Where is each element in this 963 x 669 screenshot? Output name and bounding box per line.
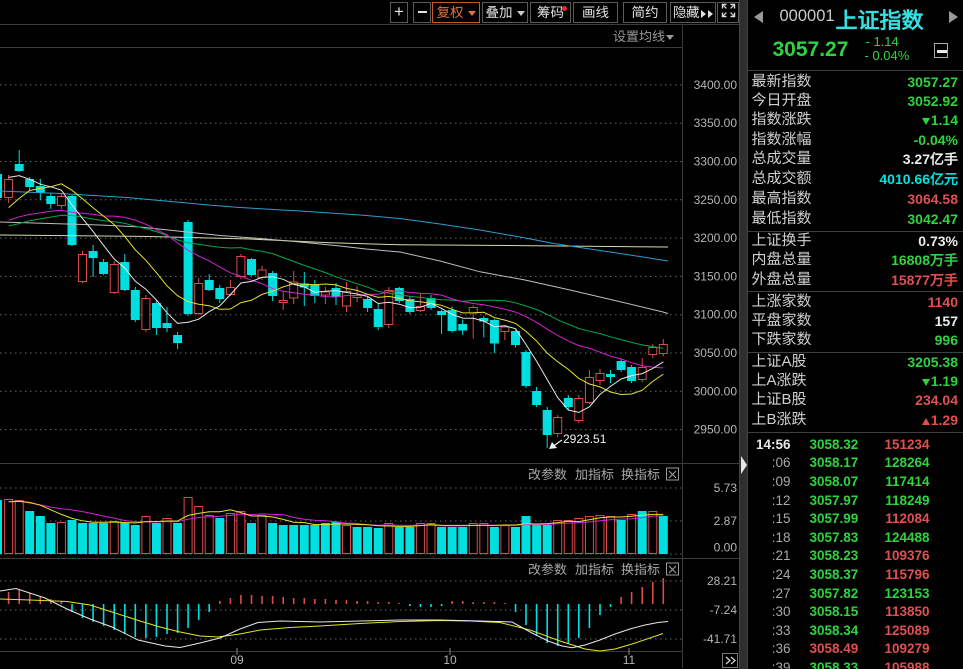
svg-text:2950.00: 2950.00 [694,423,738,437]
svg-text:设置均线: 设置均线 [613,29,665,44]
svg-text:改参数: 改参数 [528,467,567,482]
svg-text:2.87: 2.87 [714,514,738,528]
svg-text:-41.71: -41.71 [703,632,737,646]
svg-text:3250.00: 3250.00 [694,193,738,207]
svg-text:09: 09 [230,653,244,667]
svg-text:3350.00: 3350.00 [694,116,738,130]
svg-text:换指标: 换指标 [621,467,660,482]
svg-text:3400.00: 3400.00 [694,78,738,92]
svg-text:3200.00: 3200.00 [694,231,738,245]
svg-text:10: 10 [443,653,457,667]
svg-text:0.00: 0.00 [714,541,738,555]
svg-text:28.21: 28.21 [707,574,737,588]
svg-text:3050.00: 3050.00 [694,346,738,360]
svg-text:3300.00: 3300.00 [694,155,738,169]
svg-text:-7.24: -7.24 [710,603,738,617]
svg-text:换指标: 换指标 [621,562,660,577]
svg-text:改参数: 改参数 [528,562,567,577]
svg-text:加指标: 加指标 [575,467,614,482]
svg-text:3000.00: 3000.00 [694,384,738,398]
svg-text:11: 11 [623,653,636,667]
svg-text:3150.00: 3150.00 [694,269,738,283]
svg-text:加指标: 加指标 [575,562,614,577]
svg-text:2923.51: 2923.51 [563,432,607,446]
svg-text:3100.00: 3100.00 [694,308,738,322]
svg-text:5.73: 5.73 [714,481,738,495]
